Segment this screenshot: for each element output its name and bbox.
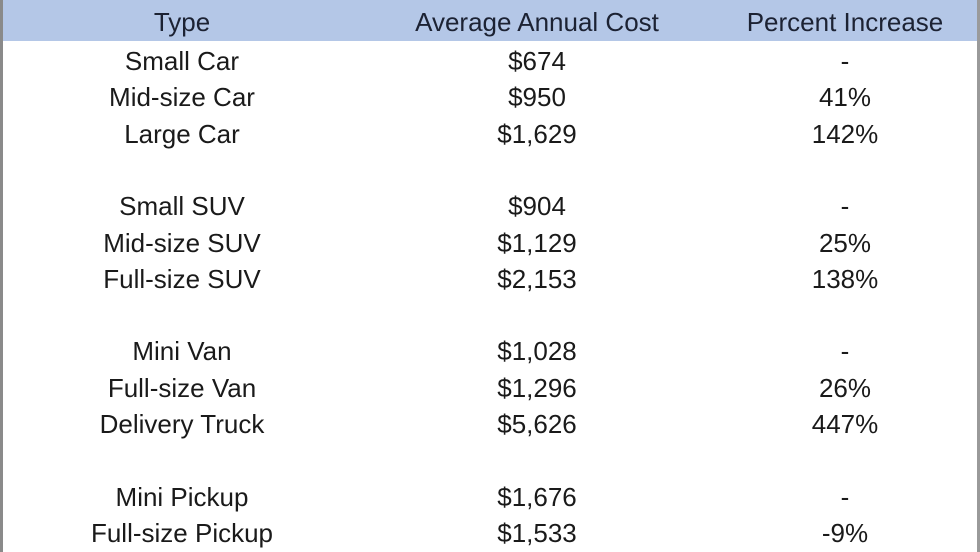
increase-cell: 41% <box>818 82 872 113</box>
table-row: Mini Van $1,028 - <box>0 333 980 369</box>
cost-cell: $1,296 <box>497 372 577 403</box>
cost-cell: $1,629 <box>497 118 577 149</box>
cost-cell: $904 <box>508 191 566 222</box>
increase-cell: 26% <box>818 372 872 403</box>
table-row: Small Car $674 - <box>0 43 980 79</box>
cost-cell: $5,626 <box>497 409 577 439</box>
increase-cell: - <box>840 46 850 76</box>
cost-cell: $1,533 <box>497 517 577 548</box>
type-cell: Full-size Van <box>107 372 257 403</box>
table-row: Mini Pickup $1,676 - <box>0 479 980 515</box>
increase-cell: 447% <box>811 409 879 439</box>
cost-cell: $1,028 <box>497 336 577 367</box>
type-cell: Small Car <box>124 46 240 76</box>
header-average-annual-cost: Average Annual Cost <box>415 7 659 37</box>
increase-cell: - <box>840 481 850 512</box>
cost-cell: $674 <box>508 46 566 76</box>
table-row: Mid-size Car $950 41% <box>0 79 980 115</box>
cost-cell: $1,129 <box>497 227 577 258</box>
table-row: Delivery Truck $5,626 447% <box>0 406 980 442</box>
type-cell: Small SUV <box>119 191 245 222</box>
increase-cell: 25% <box>818 227 872 258</box>
type-cell: Full-size Pickup <box>90 517 274 548</box>
type-cell: Mid-size Car <box>109 82 255 113</box>
cost-cell: $950 <box>508 82 566 113</box>
table-row: Full-size Van $1,296 26% <box>0 370 980 406</box>
header-type: Type <box>153 7 211 37</box>
table-row: Mid-size SUV $1,129 25% <box>0 225 980 261</box>
table-row: Full-size SUV $2,153 138% <box>0 261 980 297</box>
increase-cell: 142% <box>811 118 879 149</box>
increase-cell: - <box>840 191 850 222</box>
type-cell: Delivery Truck <box>99 409 265 439</box>
header-percent-increase: Percent Increase <box>746 7 944 37</box>
table-row: Small SUV $904 - <box>0 188 980 224</box>
increase-cell: -9% <box>821 517 869 548</box>
cost-cell: $1,676 <box>497 481 577 512</box>
table-header <box>3 0 977 41</box>
type-cell: Mini Pickup <box>115 481 249 512</box>
type-cell: Mini Van <box>132 336 232 367</box>
table-row: Full-size Pickup $1,533 -9% <box>0 515 980 551</box>
type-cell: Full-size SUV <box>103 263 261 294</box>
type-cell: Large Car <box>124 118 240 149</box>
increase-cell: - <box>840 336 850 367</box>
cost-cell: $2,153 <box>497 263 577 294</box>
table-row: Large Car $1,629 142% <box>0 116 980 152</box>
header-row: Type Average Annual Cost Percent Increas… <box>0 4 980 40</box>
increase-cell: 138% <box>811 263 879 294</box>
type-cell: Mid-size SUV <box>103 227 261 258</box>
